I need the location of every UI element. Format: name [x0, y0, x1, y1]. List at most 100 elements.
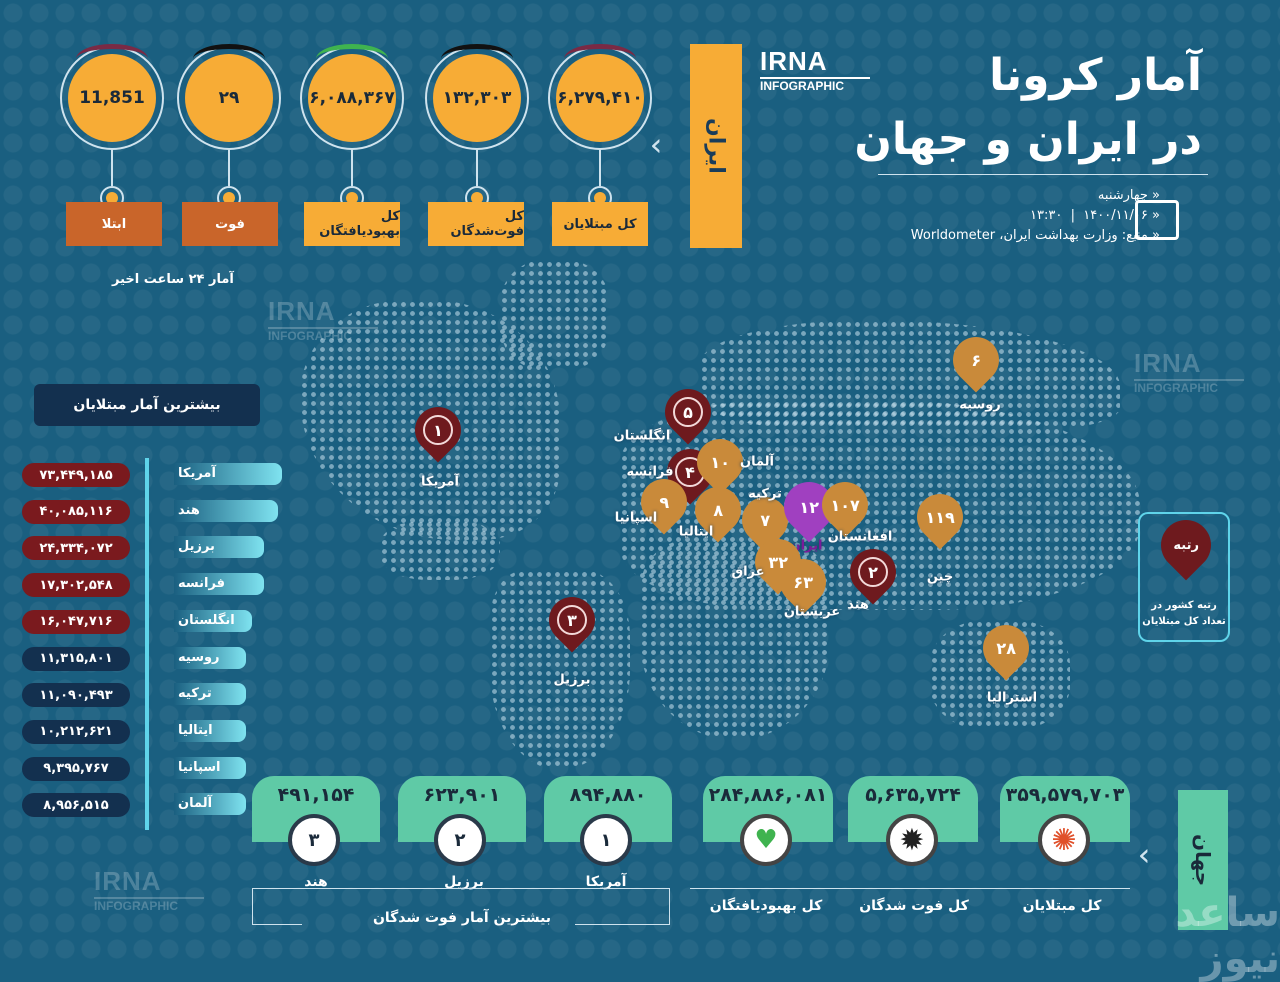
- case-count: ۷۳,۴۴۹,۱۸۵: [22, 463, 130, 487]
- top-cases-row: ۱۱,۳۱۵,۸۰۱ روسیه: [22, 646, 262, 671]
- top-cases-row: ۱۱,۰۹۰,۴۹۳ ترکیه: [22, 683, 262, 708]
- irna-watermark: IRNA INFOGRAPHIC: [268, 296, 378, 343]
- calendar-clock-icon: [1135, 200, 1179, 240]
- pin-country-label: چین: [926, 569, 954, 585]
- legend-text: تعداد کل مبتلایان: [1142, 616, 1226, 627]
- time-text: ۱۳:۳۰: [1030, 208, 1063, 223]
- stat-value: ۳۵۹,۵۷۹,۷۰۳: [1005, 784, 1125, 806]
- case-count: ۴۰,۰۸۵,۱۱۶: [22, 499, 130, 524]
- title-line-1: آمار کرونا: [989, 50, 1202, 101]
- logo-subtext: INFOGRAPHIC: [1134, 379, 1244, 395]
- pin-rank: ۳: [557, 605, 587, 635]
- logo-subtext: INFOGRAPHIC: [760, 77, 870, 93]
- pin-country-label: ترکیه: [748, 486, 782, 502]
- logo-text: IRNA: [268, 296, 336, 326]
- last-24h-label: آمار ۲۴ ساعت اخیر: [112, 272, 234, 287]
- pin-rank: ۵: [673, 397, 703, 427]
- stat-label: کل فوت‌شدگان: [428, 202, 524, 246]
- title-line-2: در ایران و جهان: [854, 114, 1202, 165]
- pin-country-label: استرالیا: [986, 690, 1038, 706]
- iran-stat: ۱۳۲,۳۰۳: [425, 44, 529, 210]
- world-label: جهان: [1178, 790, 1228, 930]
- pin-country-label: عربستان: [783, 604, 841, 620]
- heart-pulse-icon: ♥: [740, 814, 792, 866]
- logo-subtext: INFOGRAPHIC: [94, 897, 204, 913]
- date-time: « ۱۴۰۰/۱۱/۰۶ | ۱۳:۳۰: [1030, 208, 1160, 223]
- pin-rank: ۱۲: [799, 497, 819, 517]
- case-count: ۱۰,۲۱۲,۶۲۱: [22, 719, 130, 744]
- country-name: برزیل: [174, 536, 264, 559]
- case-count: ۹,۳۹۵,۷۶۷: [22, 756, 130, 781]
- case-count: ۱۱,۳۱۵,۸۰۱: [22, 646, 130, 671]
- pin-rank: ۲: [858, 557, 888, 587]
- stat-value: ۲۸۴,۸۸۶,۰۸۱: [708, 784, 828, 806]
- legend-pin-label: رتبه: [1173, 537, 1199, 553]
- top-cases-row: ۲۴,۳۳۴,۰۷۲ برزیل: [22, 536, 264, 561]
- death-value: ۶۲۳,۹۰۱: [423, 784, 501, 806]
- rank-legend: رتبه رتبه کشور در تعداد کل مبتلایان: [1138, 509, 1230, 642]
- pin-rank: ۱: [423, 415, 453, 445]
- weekday: « چهارشنبه: [1097, 188, 1160, 203]
- logo-text: IRNA: [94, 866, 162, 896]
- pin-rank: ۱۰۷: [830, 495, 860, 515]
- irna-watermark: IRNA INFOGRAPHIC: [94, 866, 204, 913]
- pin-country-label: روسیه: [959, 397, 1001, 413]
- irna-watermark: IRNA INFOGRAPHIC: [1134, 348, 1244, 395]
- pin-country-label: آلمان: [739, 454, 775, 470]
- page-title: آمار کرونا در ایران و جهان: [854, 44, 1202, 172]
- pin-rank: ۷: [760, 510, 770, 530]
- country-name: ایتالیا: [174, 719, 246, 742]
- rank-badge: ۳: [288, 814, 340, 866]
- pin-country-label: برزیل: [553, 672, 591, 688]
- pin-rank: ۹: [659, 492, 669, 512]
- stat-label: فوت: [182, 202, 278, 246]
- pin-rank: ۲۸: [996, 638, 1016, 658]
- divider: [878, 174, 1208, 175]
- legend-text: رتبه کشور در: [1151, 600, 1217, 611]
- logo-text: IRNA: [760, 46, 828, 76]
- pin-country-label: هند: [847, 597, 869, 613]
- pin-rank: ۱۱۹: [925, 507, 955, 527]
- top-cases-row: ۹,۳۹۵,۷۶۷ اسپانیا: [22, 756, 262, 781]
- pin-country-label: عراق: [731, 564, 765, 580]
- virus-black-icon: ✹: [886, 814, 938, 866]
- death-value: ۸۹۴,۸۸۰: [569, 784, 647, 806]
- case-count: ۱۷,۳۰۲,۵۴۸: [22, 573, 130, 598]
- deaths-bracket: [252, 888, 670, 924]
- top-cases-row: ۱۷,۳۰۲,۵۴۸ فرانسه: [22, 573, 264, 598]
- bracket-line: [252, 924, 302, 925]
- world-stat-card: ۳۵۹,۵۷۹,۷۰۳: [1000, 776, 1130, 842]
- country-label: آمریکا: [585, 874, 627, 890]
- source: « منبع: وزارت بهداشت ایران، Worldometer: [910, 228, 1160, 243]
- pin-rank: ۶۳: [793, 572, 813, 592]
- pin-rank: ۶: [971, 350, 981, 370]
- stat-label: ابتلا: [66, 202, 162, 246]
- world-stat-card: ۲۸۴,۸۸۶,۰۸۱: [703, 776, 833, 842]
- stat-label: کل مبتلایان: [552, 202, 648, 246]
- top-cases-title: بیشترین آمار مبتلایان: [34, 384, 260, 426]
- meta-info: « چهارشنبه « ۱۴۰۰/۱۱/۰۶ | ۱۳:۳۰ « منبع: …: [911, 186, 1160, 246]
- date-text: ۱۴۰۰/۱۱/۰۶: [1083, 208, 1148, 223]
- stat-label: کل فوت شدگان: [859, 898, 969, 914]
- top-cases-row: ۱۰,۲۱۲,۶۲۱ ایتالیا: [22, 719, 262, 744]
- pin-country-label: افغانستان: [827, 529, 893, 545]
- case-count: ۸,۹۵۶,۵۱۵: [22, 793, 130, 818]
- irna-logo: IRNA INFOGRAPHIC: [760, 46, 870, 93]
- pin-country-label: آمریکا: [421, 474, 459, 490]
- legend-pin-icon: رتبه: [1150, 509, 1222, 581]
- top-cases-row: ۸,۹۵۶,۵۱۵ آلمان: [22, 793, 262, 818]
- top-cases-row: ۴۰,۰۸۵,۱۱۶ هند: [22, 499, 278, 524]
- case-count: ۱۱,۰۹۰,۴۹۳: [22, 683, 130, 708]
- stat-label: کل بهبودیافتگان: [709, 898, 823, 914]
- country-name: ترکیه: [174, 683, 246, 706]
- logo-text: IRNA: [1134, 348, 1202, 378]
- pin-rank: ۸: [713, 500, 723, 520]
- bracket-line: [575, 924, 670, 925]
- iran-stat: 11,851: [60, 44, 164, 210]
- country-name: آمریکا: [174, 463, 282, 485]
- death-value: ۴۹۱,۱۵۴: [277, 784, 355, 806]
- rank-badge: ۱: [580, 814, 632, 866]
- country-name: هند: [174, 499, 278, 522]
- country-name: فرانسه: [174, 573, 264, 596]
- top-cases-row: ۱۶,۰۴۷,۷۱۶ انگلستان: [22, 609, 262, 634]
